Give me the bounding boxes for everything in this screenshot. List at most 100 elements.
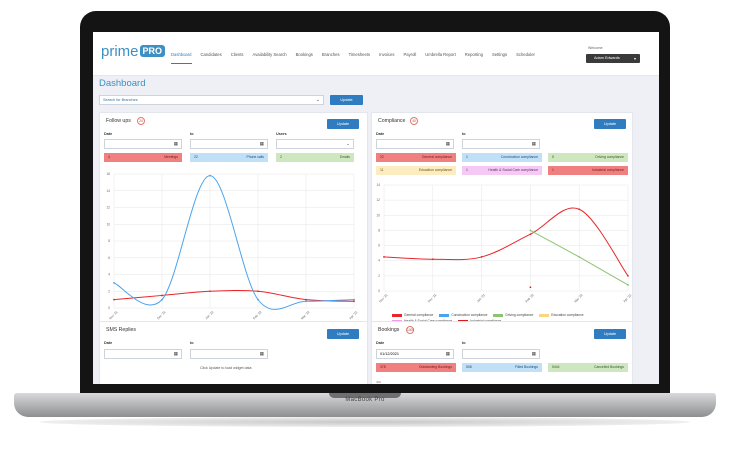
branch-search-select[interactable]: Search for Branches ⌄ — [99, 95, 324, 105]
page-title: Dashboard — [99, 78, 146, 89]
sms-to-label: to — [190, 341, 194, 345]
followups-date-to-input[interactable]: ▦ — [190, 139, 268, 149]
x-tick-label: Jan '22 — [476, 293, 486, 303]
stat-label: Cancelled Bookings — [594, 365, 624, 369]
nav-branches[interactable]: Branches — [321, 52, 340, 57]
bookings-stat-cancelled[interactable]: 5444 Cancelled Bookings — [548, 363, 628, 372]
calendar-icon: ▦ — [173, 141, 178, 146]
stat-label: Construction compliance — [500, 155, 538, 159]
followups-date-from-input[interactable]: ▦ — [104, 139, 182, 149]
data-point — [578, 256, 581, 258]
nav-settings[interactable]: Settings — [491, 52, 508, 57]
followups-update-button[interactable]: Update — [327, 119, 359, 129]
stat-label: Emails — [339, 155, 350, 159]
followups-to-label: to — [190, 132, 194, 136]
branch-update-button[interactable]: Update — [330, 95, 363, 105]
bookings-title: Bookings — [378, 327, 400, 333]
nav-availability-search[interactable]: Availability Search — [252, 52, 287, 57]
stat-count: 11 — [380, 168, 384, 172]
compliance-stat-driving[interactable]: 5 Driving compliance — [548, 153, 628, 162]
bookings-stat-filled[interactable]: 508 Filled Bookings — [462, 363, 542, 372]
compliance-stat-education[interactable]: 11 Education compliance — [376, 166, 456, 175]
data-point — [257, 298, 259, 301]
legend-item[interactable]: General compliance — [392, 313, 433, 317]
nav-scheduler[interactable]: Scheduler — [516, 52, 535, 57]
compliance-date-to-input[interactable]: ▦ — [462, 139, 540, 149]
legend-item[interactable]: Education compliance — [539, 313, 584, 317]
y-tick-label: 12 — [376, 198, 380, 202]
user-menu-button[interactable]: Adam Edwards ▾ — [586, 54, 640, 63]
data-point — [383, 256, 385, 258]
compliance-date-label: Date — [376, 132, 385, 136]
compliance-date-from-input[interactable]: ▦ — [376, 139, 454, 149]
compliance-stat-construction[interactable]: 1 Construction compliance — [462, 153, 542, 162]
stat-label: Education compliance — [418, 168, 452, 172]
calendar-icon: ▦ — [531, 141, 536, 146]
series-line — [113, 289, 355, 302]
y-tick-label: 16 — [106, 172, 110, 176]
nav-reporting[interactable]: Reporting — [464, 52, 483, 57]
y-tick-label: 2 — [108, 289, 110, 293]
bookings-date-label: Date — [376, 341, 385, 345]
x-tick-label: Feb '22 — [252, 310, 262, 320]
nav-invoices[interactable]: Invoices — [379, 52, 395, 57]
y-tick-label: 12 — [106, 206, 110, 210]
y-tick-label: 8 — [378, 228, 380, 232]
data-point — [113, 281, 115, 284]
data-point — [353, 300, 355, 303]
y-tick-label: 14 — [106, 189, 110, 193]
y-tick-label: 0 — [108, 306, 110, 310]
followups-stat-emails[interactable]: 2 Emails — [276, 153, 354, 162]
stat-label: Outstanding Bookings — [418, 365, 452, 369]
compliance-panel: Compliance 40 Update Date to ▦ ▦ 22 Gener… — [371, 112, 633, 334]
sms-date-to-input[interactable]: ▦ — [190, 349, 268, 359]
stat-count: 5444 — [552, 365, 560, 369]
nav-dashboard[interactable]: Dashboard — [171, 52, 192, 64]
data-point — [113, 298, 115, 301]
followups-users-select[interactable]: ⌄ — [276, 139, 354, 149]
nav-payroll[interactable]: Payroll — [403, 52, 417, 57]
series-line — [383, 207, 629, 277]
followups-stat-phone-calls[interactable]: 22 Phone calls — [190, 153, 268, 162]
nav-clients[interactable]: Clients — [230, 52, 244, 57]
bookings-date-from-input[interactable]: 01/12/2021 ▦ — [376, 349, 454, 359]
user-welcome-label: Welcome — [588, 46, 603, 50]
nav-timesheets[interactable]: Timesheets — [348, 52, 371, 57]
brand-logo[interactable]: prime PRO — [101, 43, 166, 60]
compliance-stat-general[interactable]: 22 General compliance — [376, 153, 456, 162]
user-name: Adam Edwards — [594, 56, 620, 60]
stat-count: 378 — [380, 365, 386, 369]
followups-users-label: Users — [276, 132, 287, 136]
branch-search-placeholder: Search for Branches — [103, 98, 138, 102]
stat-label: Health & Social Care compliance — [488, 168, 538, 172]
bookings-update-button[interactable]: Update — [594, 329, 626, 339]
bookings-date-to-input[interactable]: ▦ — [462, 349, 540, 359]
compliance-update-button[interactable]: Update — [594, 119, 626, 129]
calendar-icon: ▦ — [259, 141, 264, 146]
bookings-stat-outstanding[interactable]: 378 Outstanding Bookings — [376, 363, 456, 372]
laptop-notch — [329, 393, 401, 398]
legend-item[interactable]: Construction compliance — [439, 313, 487, 317]
sms-date-from-input[interactable]: ▦ — [104, 349, 182, 359]
bookings-panel: Bookings 1000 Update Date to 01/12/2021 ▦… — [371, 321, 633, 384]
nav-bookings[interactable]: Bookings — [295, 52, 313, 57]
compliance-stat-health-social-care[interactable]: 1 Health & Social Care compliance — [462, 166, 542, 175]
nav-candidates[interactable]: Candidates — [200, 52, 222, 57]
compliance-chart: 0 2 4 6 8 10 12 14 Nov '21 Dec '21 Jan '22 Feb '22 M… — [372, 179, 634, 314]
data-point — [578, 208, 581, 211]
stat-label: Phone calls — [246, 155, 264, 159]
legend-item[interactable]: Driving compliance — [493, 313, 533, 317]
data-point — [353, 298, 355, 301]
data-point — [257, 290, 259, 293]
data-point — [305, 298, 307, 301]
series-line — [113, 175, 355, 310]
x-tick-label: Nov '21 — [378, 293, 389, 304]
compliance-stat-industrial[interactable]: 1 Industrial compliance — [548, 166, 628, 175]
x-tick-label: Nov '21 — [108, 310, 119, 321]
y-tick-label: 2 — [378, 274, 380, 278]
brand-badge: PRO — [139, 45, 166, 57]
sms-update-button[interactable]: Update — [327, 329, 359, 339]
stat-count: 508 — [466, 365, 472, 369]
followups-stat-meetings[interactable]: 4 Meetings — [104, 153, 182, 162]
nav-umbrella-report[interactable]: Umbrella Report — [425, 52, 456, 57]
